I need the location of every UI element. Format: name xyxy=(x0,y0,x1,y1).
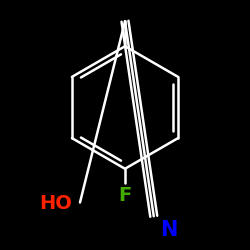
Text: N: N xyxy=(160,220,178,240)
Text: F: F xyxy=(118,186,132,205)
Text: HO: HO xyxy=(40,194,72,213)
